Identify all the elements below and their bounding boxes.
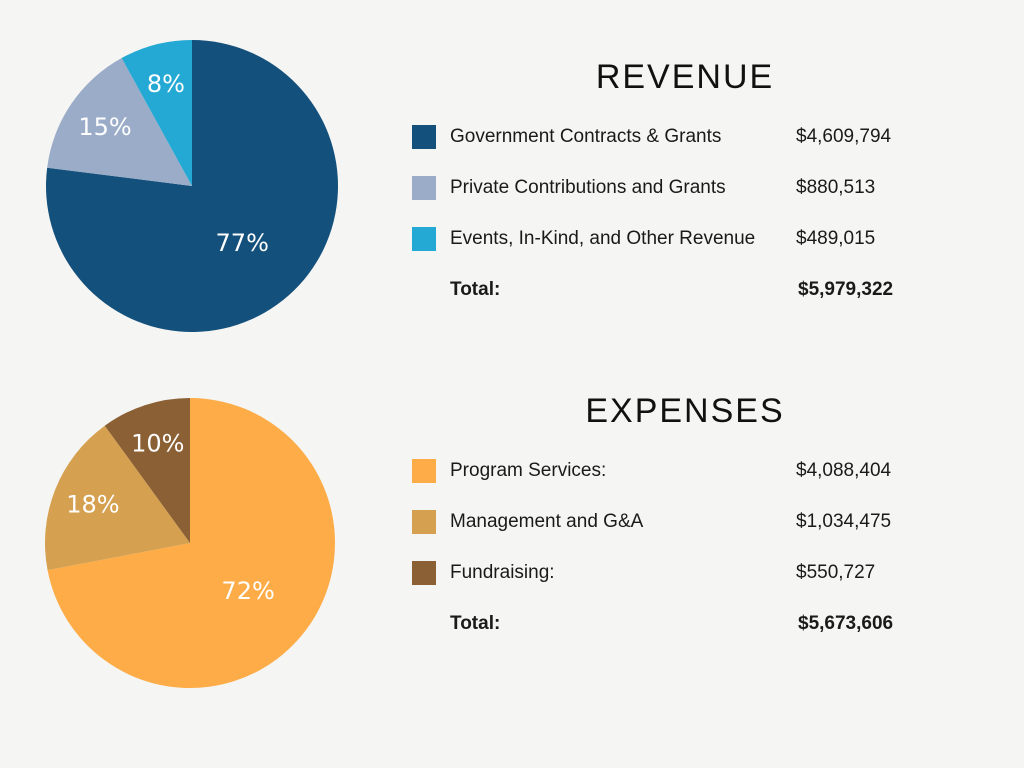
revenue-legend: Government Contracts & Grants $4,609,794…: [400, 111, 960, 315]
revenue-title: REVENUE: [595, 58, 775, 96]
legend-swatch-fundraising: [412, 560, 436, 585]
expenses-pie-svg: 72% 18% 10%: [44, 398, 335, 688]
legend-item-private-contributions: Private Contributions and Grants $880,51…: [400, 162, 960, 213]
legend-item-program-services: Program Services: $4,088,404: [400, 445, 960, 496]
legend-label-private-contributions: Private Contributions and Grants: [450, 176, 726, 198]
legend-label-events-other-revenue: Events, In-Kind, and Other Revenue: [450, 227, 756, 249]
expenses-total-row: Total: $5,673,606: [400, 598, 960, 649]
revenue-slice-label-government-contracts-and-grants: 77%: [216, 229, 269, 257]
legend-label-program-services: Program Services:: [450, 459, 607, 481]
revenue-slice-label-events-in-kind-and-other-revenue: 8%: [147, 70, 185, 98]
legend-swatch-program-services: [412, 458, 436, 483]
revenue-total-label: Total:: [450, 278, 501, 300]
expenses-slice-fundraising: [104, 398, 190, 543]
expenses-legend-panel: EXPENSES Program Services: $4,088,404 Ma…: [400, 392, 960, 649]
legend-swatch-private-contributions: [412, 175, 436, 200]
expenses-slice-label-management-and-ganda: 18%: [66, 491, 119, 519]
legend-label-fundraising: Fundraising:: [450, 561, 555, 583]
legend-item-management-ga: Management and G&A $1,034,475: [400, 496, 960, 547]
expenses-legend: Program Services: $4,088,404 Management …: [400, 445, 960, 649]
revenue-total-row: Total: $5,979,322: [400, 264, 960, 315]
revenue-total-value: $5,979,322: [798, 278, 894, 300]
legend-value-private-contributions: $880,513: [796, 176, 876, 198]
legend-swatch-government-contracts: [412, 124, 436, 149]
legend-item-government-contracts: Government Contracts & Grants $4,609,794: [400, 111, 960, 162]
expenses-slice-program-services: [47, 398, 335, 688]
revenue-slice-private-contributions-and-grants: [47, 58, 193, 187]
expenses-title: EXPENSES: [585, 392, 785, 430]
legend-value-management-ga: $1,034,475: [796, 510, 892, 532]
revenue-slice-government-contracts-and-grants: [46, 40, 339, 332]
revenue-pie-svg: 77% 15% 8%: [46, 40, 339, 332]
legend-value-fundraising: $550,727: [796, 561, 876, 583]
legend-swatch-events-other-revenue: [412, 226, 436, 251]
expenses-total-label: Total:: [450, 612, 501, 634]
expenses-slice-label-fundraising: 10%: [131, 430, 184, 458]
legend-value-events-other-revenue: $489,015: [796, 227, 876, 249]
legend-item-events-other-revenue: Events, In-Kind, and Other Revenue $489,…: [400, 213, 960, 264]
legend-swatch-management-ga: [412, 509, 436, 534]
expenses-slice-label-program-services: 72%: [221, 577, 274, 605]
revenue-slice-label-private-contributions-and-grants: 15%: [78, 113, 131, 141]
revenue-slice-events-in-kind-and-other-revenue: [121, 40, 192, 186]
legend-value-program-services: $4,088,404: [796, 459, 892, 481]
revenue-legend-panel: REVENUE Government Contracts & Grants $4…: [400, 58, 960, 315]
legend-label-government-contracts: Government Contracts & Grants: [450, 125, 722, 147]
expenses-total-value: $5,673,606: [798, 612, 894, 634]
legend-item-fundraising: Fundraising: $550,727: [400, 547, 960, 598]
legend-value-government-contracts: $4,609,794: [796, 125, 892, 147]
revenue-pie-chart: 77% 15% 8%: [0, 0, 400, 384]
expenses-slice-management-and-ganda: [44, 425, 190, 571]
legend-label-management-ga: Management and G&A: [450, 510, 644, 532]
expenses-pie-chart: 72% 18% 10%: [0, 360, 400, 744]
